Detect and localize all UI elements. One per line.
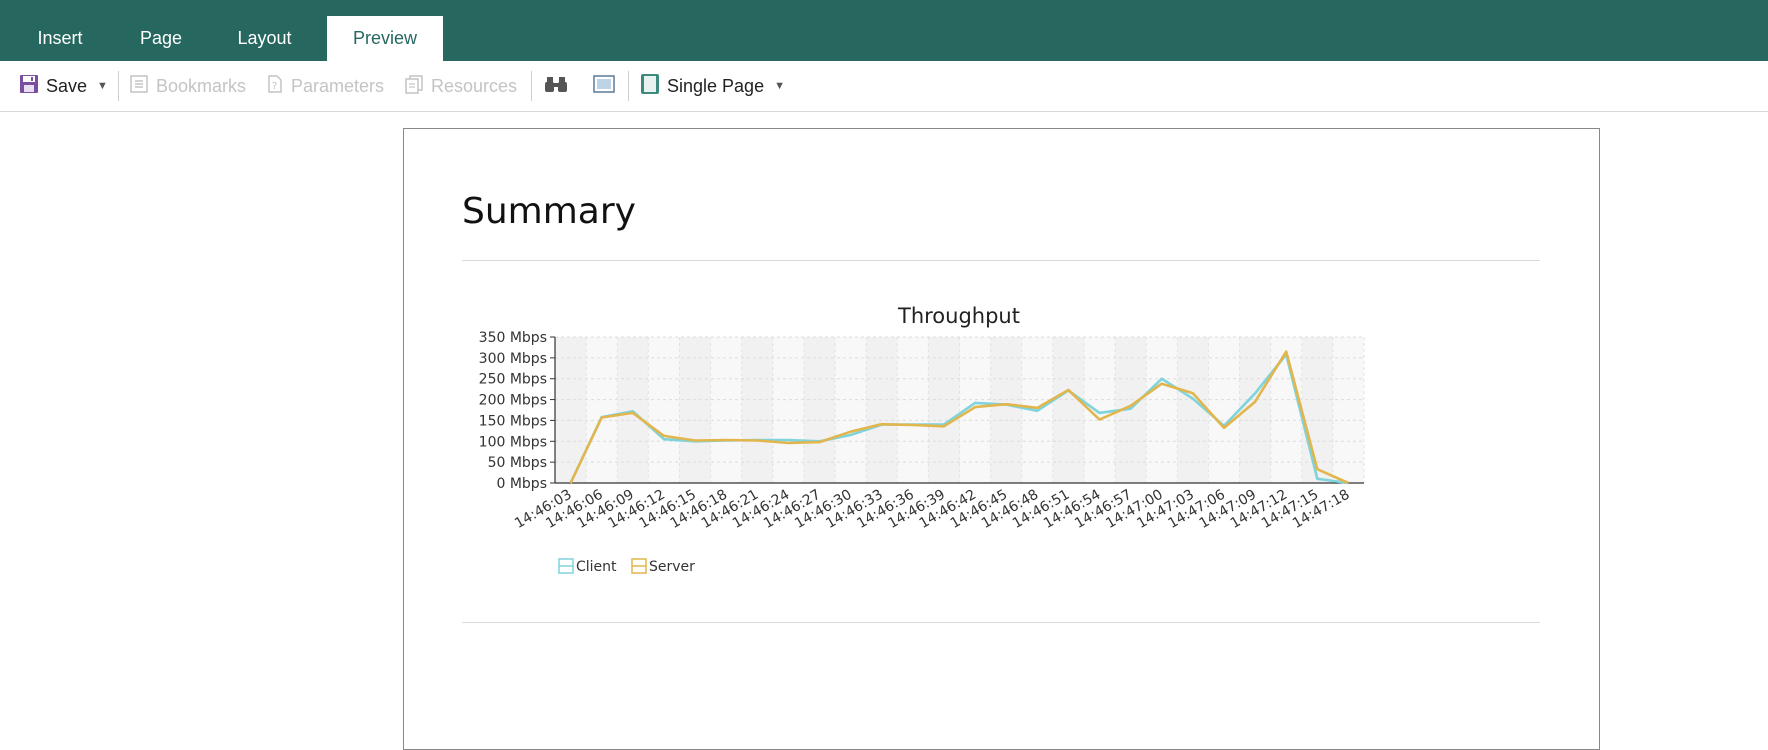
throughput-chart: 0 Mbps 50 Mbps 100 Mbps 150 Mbps 200 Mbps 250… — [479, 304, 1365, 575]
preview-toolbar: Save ▼ Bookmarks ? Parameters Resources — [0, 61, 1768, 112]
y-tick-label: 150 Mbps — [479, 413, 547, 429]
plot-band — [835, 337, 867, 483]
toolbar-divider — [531, 71, 532, 101]
resources-button[interactable]: Resources — [404, 61, 517, 111]
plot-band — [1270, 337, 1302, 483]
plot-band — [1052, 337, 1084, 483]
bookmarks-label: Bookmarks — [156, 75, 247, 96]
y-tick-label: 300 Mbps — [479, 351, 547, 367]
svg-text:?: ? — [272, 81, 277, 92]
chart-divider — [462, 622, 1540, 623]
plot-band — [803, 337, 836, 483]
plot-band — [866, 337, 898, 483]
y-tick-label: 0 Mbps — [496, 476, 547, 492]
chevron-down-icon[interactable]: ▼ — [97, 80, 108, 92]
report-page: Summary 0 Mbps 50 Mbps 100 Mbps 150 Mbps 200… — [403, 128, 1600, 750]
plot-band — [772, 337, 804, 483]
resources-icon — [404, 74, 424, 99]
chevron-down-icon[interactable]: ▼ — [774, 80, 785, 92]
plot-band — [710, 337, 742, 483]
parameters-button[interactable]: ? Parameters — [266, 61, 384, 111]
plot-band — [990, 337, 1022, 483]
toolbar-divider — [118, 71, 119, 101]
document-viewer[interactable]: Summary 0 Mbps 50 Mbps 100 Mbps 150 Mbps 200… — [0, 112, 1768, 750]
tab-preview[interactable]: Preview — [327, 16, 443, 61]
y-tick-label: 200 Mbps — [479, 393, 547, 409]
plot-band — [741, 337, 773, 483]
plot-band — [1208, 337, 1240, 483]
plot-band — [1177, 337, 1209, 483]
legend-item: Server — [649, 559, 695, 575]
y-tick-label: 250 Mbps — [479, 372, 547, 388]
plot-band — [897, 337, 929, 483]
resources-label: Resources — [431, 75, 518, 96]
y-tick-label: 50 Mbps — [488, 455, 547, 471]
plot-band — [648, 337, 680, 483]
find-button[interactable] — [544, 61, 575, 111]
view-mode-label: Single Page — [667, 75, 765, 96]
tab-insert[interactable]: Insert — [37, 28, 83, 48]
plot-band — [679, 337, 711, 483]
view-mode-dropdown[interactable]: Single Page ▼ — [640, 61, 785, 111]
heading-divider — [462, 260, 1540, 261]
fullscreen-icon — [593, 74, 615, 99]
series-line-server — [569, 350, 1349, 485]
plot-band — [928, 337, 960, 483]
chart-title: Throughput — [897, 304, 1020, 328]
bookmarks-icon — [129, 74, 149, 99]
page-title: Summary — [462, 191, 636, 232]
single-page-icon — [640, 73, 660, 100]
plot-band — [1146, 337, 1178, 483]
tab-layout[interactable]: Layout — [237, 28, 292, 48]
bookmarks-button[interactable]: Bookmarks — [129, 61, 246, 111]
fullscreen-button[interactable] — [593, 61, 622, 111]
parameters-icon: ? — [266, 74, 284, 99]
y-tick-label: 350 Mbps — [479, 330, 547, 346]
plot-band — [586, 337, 618, 483]
binoculars-icon — [544, 74, 568, 99]
floppy-disk-icon — [19, 74, 39, 99]
parameters-label: Parameters — [291, 75, 385, 96]
legend-item: Client — [576, 559, 617, 575]
tab-page[interactable]: Page — [139, 28, 183, 48]
save-button[interactable]: Save ▼ — [19, 61, 108, 111]
toolbar-divider — [628, 71, 629, 101]
y-tick-label: 100 Mbps — [479, 434, 547, 450]
plot-band — [617, 337, 649, 483]
ribbon-tab-bar: Insert Page Layout Preview — [0, 0, 1768, 61]
plot-band — [1301, 337, 1333, 483]
plot-band — [1332, 337, 1364, 483]
save-label: Save — [46, 75, 88, 96]
